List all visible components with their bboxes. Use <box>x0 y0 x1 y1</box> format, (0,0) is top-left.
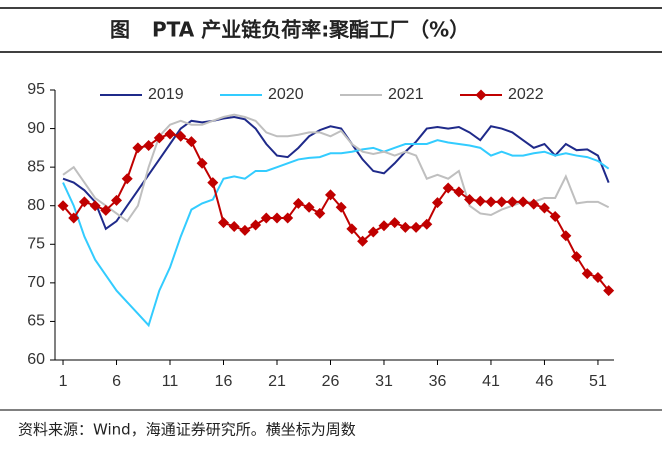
point-marker <box>571 251 583 263</box>
point-marker <box>335 201 347 213</box>
y-tick-label: 65 <box>27 313 45 330</box>
point-marker <box>314 207 326 219</box>
point-marker <box>389 217 401 229</box>
y-tick-label: 75 <box>27 236 45 253</box>
legend-marker <box>475 89 487 101</box>
point-marker <box>282 212 294 224</box>
chart-title: PTA 产业链负荷率:聚酯工厂（%） <box>152 18 469 42</box>
point-marker <box>164 128 176 140</box>
x-tick-label: 41 <box>482 373 500 390</box>
point-marker <box>485 196 497 208</box>
point-marker <box>442 182 454 194</box>
point-marker <box>603 285 615 297</box>
source-note: 资料来源：Wind，海通证券研究所。横坐标为周数 <box>18 421 356 439</box>
x-tick-label: 26 <box>322 373 340 390</box>
x-tick-label: 11 <box>162 373 179 390</box>
point-marker <box>357 235 369 247</box>
point-marker <box>367 226 379 238</box>
point-marker <box>250 219 262 231</box>
y-tick-label: 80 <box>27 197 45 214</box>
point-marker <box>121 173 133 185</box>
y-tick-label: 90 <box>27 120 45 137</box>
point-marker <box>378 220 390 232</box>
point-marker <box>132 142 144 154</box>
figure-label: 图 <box>110 18 130 42</box>
point-marker <box>68 212 80 224</box>
point-marker <box>153 132 165 144</box>
x-tick-label: 21 <box>268 373 286 390</box>
point-marker <box>592 271 604 283</box>
point-marker <box>271 212 283 224</box>
point-marker <box>538 202 550 214</box>
legend-label: 2022 <box>508 86 544 103</box>
point-marker <box>228 221 240 233</box>
x-tick-label: 36 <box>429 373 447 390</box>
y-tick-label: 95 <box>27 81 45 98</box>
x-tick-label: 46 <box>536 373 554 390</box>
point-marker <box>560 230 572 242</box>
point-marker <box>474 195 486 207</box>
point-marker <box>399 221 411 233</box>
point-marker <box>549 211 561 223</box>
point-marker <box>517 196 529 208</box>
point-marker <box>581 268 593 280</box>
legend-label: 2020 <box>268 86 304 103</box>
point-marker <box>111 194 123 206</box>
point-marker <box>207 177 219 189</box>
series-line <box>62 113 610 223</box>
x-tick-label: 51 <box>589 373 607 390</box>
legend-label: 2021 <box>388 86 424 103</box>
point-marker <box>218 217 230 229</box>
point-marker <box>453 186 465 198</box>
x-tick-label: 16 <box>215 373 233 390</box>
series-line <box>62 115 610 231</box>
y-tick-label: 60 <box>27 351 45 368</box>
point-marker <box>421 218 433 230</box>
point-marker <box>431 197 443 209</box>
point-marker <box>528 198 540 210</box>
point-marker <box>78 196 90 208</box>
point-marker <box>496 196 508 208</box>
point-marker <box>292 197 304 209</box>
point-marker <box>464 194 476 206</box>
point-marker <box>57 200 69 212</box>
point-marker <box>175 130 187 142</box>
x-tick-label: 31 <box>375 373 393 390</box>
series-line <box>62 132 610 292</box>
x-tick-label: 6 <box>112 373 121 390</box>
x-tick-label: 1 <box>59 373 68 390</box>
point-marker <box>100 204 112 216</box>
point-marker <box>506 196 518 208</box>
legend-label: 2019 <box>148 86 184 103</box>
point-marker <box>196 157 208 169</box>
point-marker <box>239 224 251 236</box>
point-marker <box>185 136 197 148</box>
y-tick-label: 85 <box>27 158 45 175</box>
point-marker <box>346 223 358 235</box>
point-marker <box>260 212 272 224</box>
series-line <box>62 139 610 328</box>
point-marker <box>324 189 336 201</box>
point-marker <box>303 201 315 213</box>
point-marker <box>143 140 155 152</box>
point-marker <box>89 200 101 212</box>
y-tick-label: 70 <box>27 274 45 291</box>
point-marker <box>410 221 422 233</box>
